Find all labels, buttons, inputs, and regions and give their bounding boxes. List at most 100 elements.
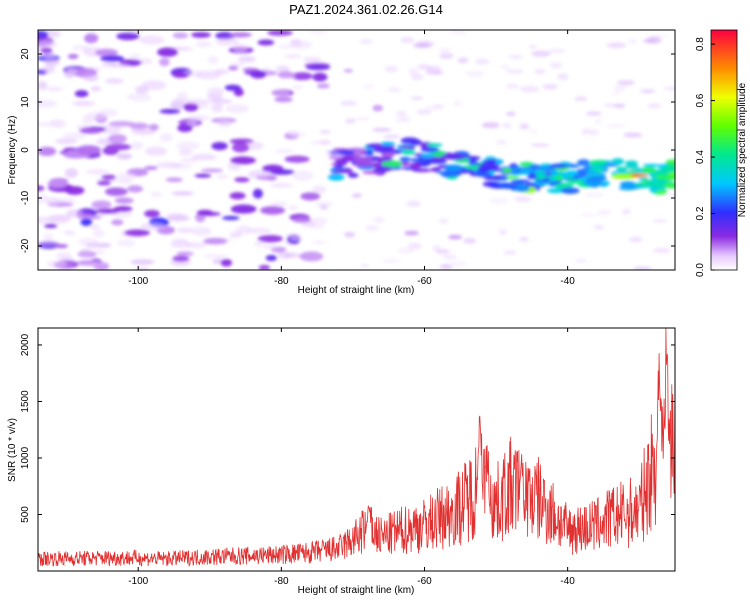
heatmap-cell [642,163,661,167]
heatmap-cell [38,194,50,204]
heatmap-cell [129,53,141,60]
heatmap-cell [183,102,199,112]
heatmap-cell [40,47,53,54]
heatmap-cell [186,99,211,105]
heatmap-cell [101,174,116,181]
heatmap-cell [337,150,355,156]
heatmap-cell [417,64,431,70]
snr-panel: -100 -80 -60 -40 500 1000 1500 2000 Height of … [7,327,676,596]
heatmap-cell [623,132,643,138]
heatmap-cell [234,177,250,183]
heatmap-cell [531,143,550,147]
heatmap-cell [316,83,330,89]
heatmap-cell [477,165,492,173]
heatmap-cell [643,180,654,184]
heatmap-cell [116,32,140,41]
heatmap-x-axis-label: Height of straight line (km) [298,285,415,296]
heatmap-cell [407,242,422,250]
heatmap-cell [401,149,416,155]
snr-y-axis-label: SNR (10 * v/v) [7,418,18,482]
heatmap-cell [511,172,520,176]
colorbar-gradient [710,29,738,271]
heatmap-cell [650,181,665,189]
x-tick-label: -40 [560,276,575,287]
heatmap-cell [483,176,502,181]
heatmap-cell [270,182,293,188]
heatmap-cell [593,224,605,230]
heatmap-cell [438,48,451,52]
heatmap-cell [395,116,412,123]
heatmap-cell [343,69,354,73]
heatmap-cell [185,242,207,249]
heatmap-cell [38,185,45,192]
heatmap-cell [246,227,272,234]
heatmap-cell [555,174,564,181]
heatmap-cell [372,104,384,112]
heatmap-cell [611,91,621,96]
heatmap-cell [519,85,540,93]
heatmap-cell [96,208,120,214]
heatmap-cell [85,168,110,175]
heatmap-cell [284,155,310,163]
heatmap-cell [176,141,200,151]
heatmap-cell [265,255,277,261]
heatmap-cells [38,30,675,270]
heatmap-cell [650,172,669,177]
snr-x-ticks: -100 -80 -60 -40 [128,328,575,587]
x-tick-label: -100 [128,576,148,587]
heatmap-cell [432,244,441,252]
heatmap-cell [309,225,326,229]
heatmap-cell [589,129,600,136]
heatmap-cell [280,75,297,79]
heatmap-cell [463,238,476,244]
heatmap-cell [430,167,441,173]
y-tick-label: 2000 [20,333,31,356]
colorbar-label: Normalized spectral amplitude [737,82,748,217]
heatmap-cell [299,251,324,262]
heatmap-cell [580,128,593,135]
heatmap-cell [333,164,344,169]
heatmap-cell [505,69,525,74]
heatmap-cell [270,201,288,207]
heatmap-cell [44,56,60,67]
heatmap-cell [63,230,75,235]
heatmap-cell [90,85,102,92]
heatmap-cell [439,264,453,270]
heatmap-cell [74,90,89,98]
heatmap-cell [165,177,183,183]
heatmap-cell [277,44,298,49]
heatmap-cell [186,120,198,126]
heatmap-cell [528,129,538,133]
heatmap-cell [383,134,400,140]
heatmap-cell [452,100,463,107]
heatmap-cell [203,254,229,259]
heatmap-cell [577,159,591,166]
heatmap-cell [38,241,59,247]
heatmap-cell [252,188,263,199]
heatmap-cell [468,162,481,166]
heatmap-cell [596,209,612,216]
heatmap-cell [534,170,547,176]
heatmap-cell [575,259,587,263]
heatmap-cell [216,174,229,179]
heatmap-cell [625,164,639,170]
heatmap-cell [642,167,653,173]
heatmap-cell [536,173,546,180]
heatmap-cell [448,261,468,267]
heatmap-cell [285,130,299,136]
heatmap-cell [615,166,628,171]
heatmap-cell [310,217,328,226]
colorbar-tick-label: 0.2 [695,206,706,220]
heatmap-cell [547,48,566,54]
heatmap-cell [508,54,523,60]
heatmap-cell [439,52,454,60]
heatmap-cell [327,154,345,158]
heatmap-cell [41,65,56,74]
heatmap-cell [38,121,60,127]
heatmap-cell [55,252,72,260]
heatmap-cell [444,164,464,172]
heatmap-cell [410,73,424,81]
heatmap-cell [667,192,675,196]
heatmap-cell [376,156,393,162]
heatmap-cell [166,214,190,222]
